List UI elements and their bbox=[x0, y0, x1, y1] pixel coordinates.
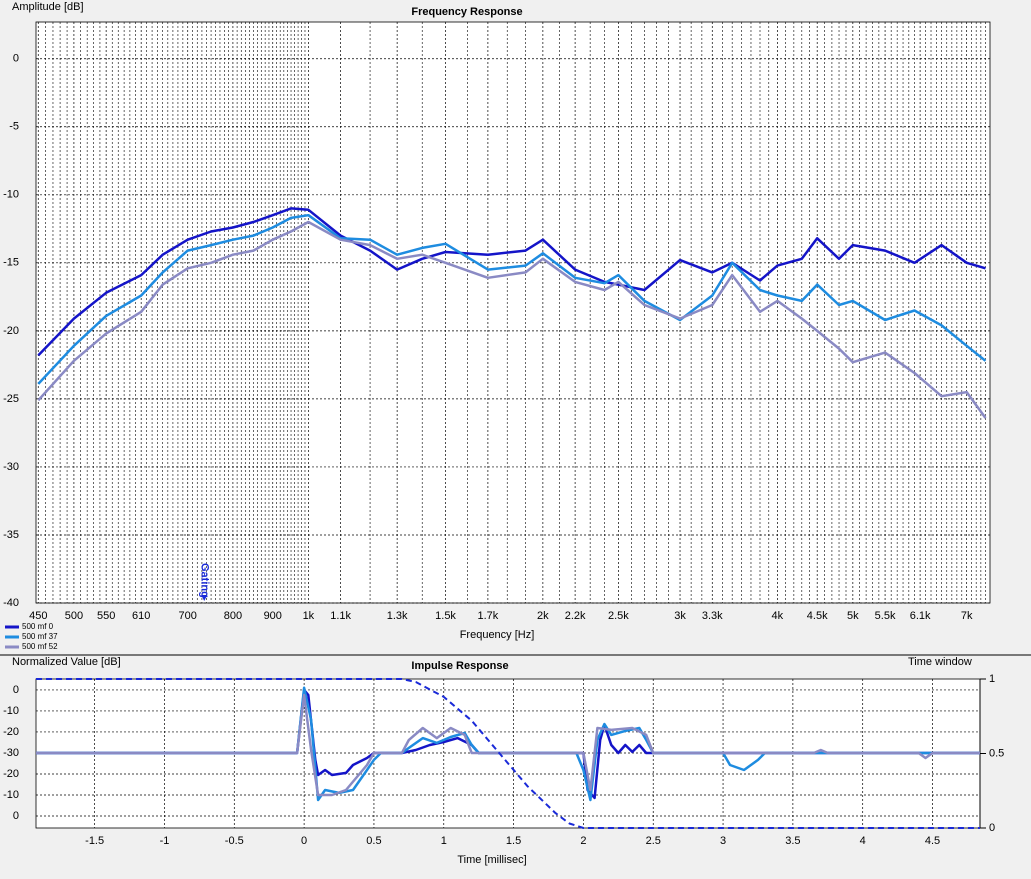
legend-label: 500 mf 0 bbox=[22, 622, 54, 631]
x-tick-label: 2k bbox=[537, 610, 549, 622]
y-tick-label: 0 bbox=[13, 53, 19, 65]
series-line bbox=[36, 693, 980, 797]
y2-tick-label: 0.5 bbox=[989, 747, 1004, 759]
x-tick-label: 550 bbox=[97, 610, 115, 622]
y-tick-label: -10 bbox=[3, 705, 19, 717]
x-tick-label: 1.7k bbox=[477, 610, 498, 622]
y-tick-label: 0 bbox=[13, 684, 19, 696]
series-line bbox=[36, 678, 980, 829]
y-tick-label: -20 bbox=[3, 726, 19, 738]
x-tick-label: 5k bbox=[847, 610, 859, 622]
x-tick-label: 3k bbox=[674, 610, 686, 622]
y2-tick-label: 1 bbox=[989, 673, 995, 685]
x-tick-label: 1.5k bbox=[435, 610, 456, 622]
series-line bbox=[37, 207, 986, 357]
gating-marker bbox=[201, 595, 208, 601]
y-axis-label: Amplitude [dB] bbox=[12, 1, 84, 13]
y-tick-label: -40 bbox=[3, 597, 19, 609]
legend-label: 500 mf 37 bbox=[22, 632, 58, 641]
y2-axis-label: Time window bbox=[908, 656, 972, 668]
y-tick-label: -30 bbox=[3, 747, 19, 759]
x-tick-label: 5.5k bbox=[875, 610, 896, 622]
y-tick-label: -10 bbox=[3, 789, 19, 801]
y-tick-label: -30 bbox=[3, 461, 19, 473]
x-tick-label: 2.2k bbox=[565, 610, 586, 622]
y-tick-label: -15 bbox=[3, 257, 19, 269]
x-tick-label: 800 bbox=[224, 610, 242, 622]
x-tick-label: 4.5 bbox=[925, 835, 940, 847]
x-tick-label: 1k bbox=[303, 610, 315, 622]
x-tick-label: 1 bbox=[441, 835, 447, 847]
plot-frame bbox=[35, 21, 991, 604]
x-tick-label: 3.3k bbox=[702, 610, 723, 622]
y-tick-label: -10 bbox=[3, 189, 19, 201]
x-tick-label: 0.5 bbox=[366, 835, 381, 847]
chart-title: Frequency Response bbox=[411, 6, 522, 18]
x-tick-label: 1.1k bbox=[330, 610, 351, 622]
y-tick-label: 0 bbox=[13, 810, 19, 822]
x-tick-label: 1.3k bbox=[387, 610, 408, 622]
x-axis-label: Frequency [Hz] bbox=[460, 629, 535, 641]
x-tick-label: 0 bbox=[301, 835, 307, 847]
x-tick-label: -1 bbox=[160, 835, 170, 847]
x-tick-label: 3 bbox=[720, 835, 726, 847]
y-axis-label: Normalized Value [dB] bbox=[12, 656, 121, 668]
y-tick-label: -20 bbox=[3, 325, 19, 337]
gating-label: Gating bbox=[198, 563, 210, 598]
y2-tick-label: 0 bbox=[989, 822, 995, 834]
y-tick-label: -35 bbox=[3, 529, 19, 541]
x-tick-label: 4 bbox=[860, 835, 866, 847]
series-line bbox=[37, 213, 987, 385]
x-tick-label: 3.5 bbox=[785, 835, 800, 847]
x-tick-label: 500 bbox=[65, 610, 83, 622]
x-tick-label: 7k bbox=[961, 610, 973, 622]
x-tick-label: 450 bbox=[29, 610, 47, 622]
y-tick-label: -20 bbox=[3, 768, 19, 780]
x-tick-label: 1.5 bbox=[506, 835, 521, 847]
x-tick-label: 4.5k bbox=[807, 610, 828, 622]
y-tick-label: -5 bbox=[9, 121, 19, 133]
x-tick-label: 900 bbox=[264, 610, 282, 622]
y-tick-label: -25 bbox=[3, 393, 19, 405]
x-tick-label: -1.5 bbox=[85, 835, 104, 847]
x-tick-label: 4k bbox=[772, 610, 784, 622]
x-tick-label: 610 bbox=[132, 610, 150, 622]
x-tick-label: 2.5 bbox=[646, 835, 661, 847]
x-tick-label: 2.5k bbox=[608, 610, 629, 622]
legend-label: 500 mf 52 bbox=[22, 642, 58, 651]
x-tick-label: 700 bbox=[179, 610, 197, 622]
plot-area bbox=[36, 22, 990, 603]
x-axis-label: Time [millisec] bbox=[457, 854, 526, 866]
chart-title: Impulse Response bbox=[411, 660, 508, 672]
x-tick-label: 6.1k bbox=[910, 610, 931, 622]
x-tick-label: 2 bbox=[580, 835, 586, 847]
x-tick-label: -0.5 bbox=[225, 835, 244, 847]
series-line bbox=[37, 220, 987, 419]
series-line bbox=[36, 688, 980, 800]
